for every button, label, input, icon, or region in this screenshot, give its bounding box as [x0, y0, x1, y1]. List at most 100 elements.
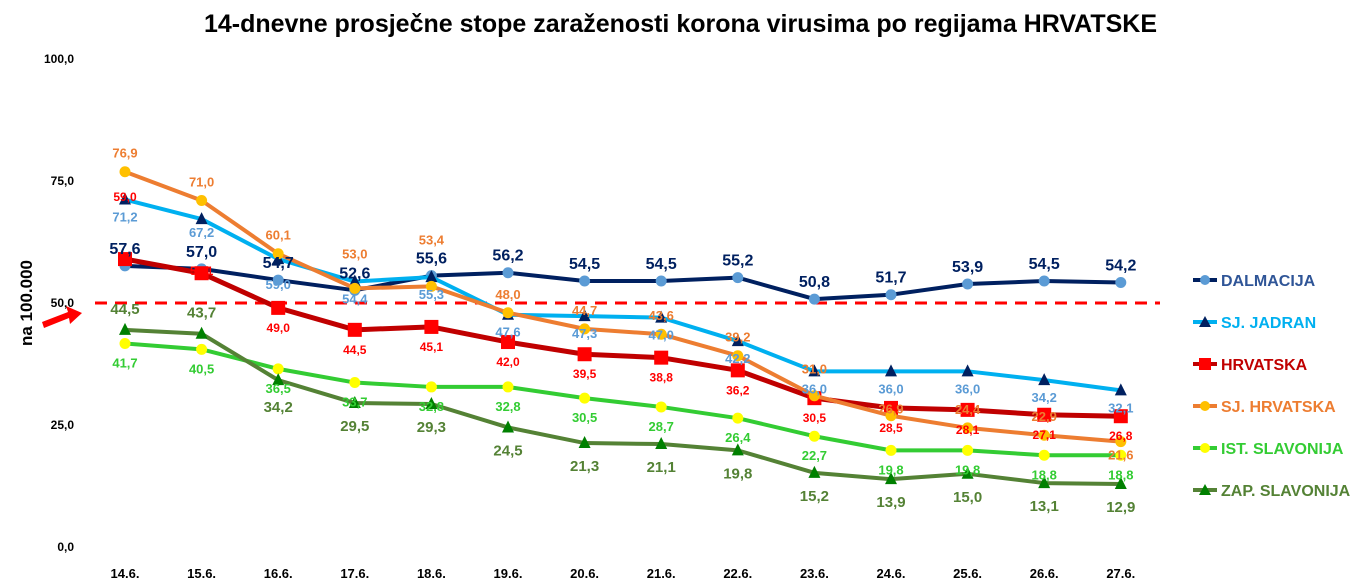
data-point: [731, 443, 744, 456]
data-point: [349, 377, 361, 389]
data-point: [579, 323, 591, 335]
legend-marker: [1199, 316, 1211, 327]
data-label: 32,8: [419, 399, 444, 414]
y-tick-label: 25,0: [51, 418, 75, 432]
data-point: [577, 347, 592, 362]
data-point: [425, 280, 437, 292]
data-label: 26,9: [878, 402, 903, 417]
data-label: 12,9: [1106, 499, 1135, 516]
data-label: 30,5: [572, 410, 597, 425]
data-label: 53,0: [342, 246, 367, 261]
data-label: 13,9: [876, 494, 905, 511]
data-label: 18,8: [1108, 467, 1133, 482]
data-point: [348, 396, 361, 409]
chart-title: 14-dnevne prosječne stope zaraženosti ko…: [203, 10, 1158, 38]
data-label: 44,5: [110, 301, 139, 318]
data-point: [1115, 277, 1127, 289]
data-label: 57,0: [186, 244, 217, 261]
x-tick-label: 27.6.: [1106, 566, 1135, 581]
data-point: [655, 310, 668, 323]
data-point: [961, 466, 974, 479]
data-point: [962, 278, 974, 290]
data-label: 32,8: [495, 399, 520, 414]
data-label: 26,8: [1109, 429, 1133, 443]
y-tick-label: 75,0: [51, 174, 75, 188]
data-label: 34,2: [1032, 390, 1057, 405]
data-point: [808, 293, 820, 305]
data-point: [1115, 449, 1127, 461]
legend-label: DALMACIJA: [1221, 273, 1316, 290]
x-tick-label: 16.6.: [264, 566, 293, 581]
data-point: [885, 289, 897, 301]
data-label: 54,5: [646, 256, 677, 273]
data-point: [118, 252, 132, 267]
arrow-icon: [42, 306, 82, 328]
data-label: 21,1: [647, 459, 676, 476]
data-point: [349, 282, 361, 294]
series-line-2: [124, 256, 1121, 419]
legend-marker: [1200, 443, 1210, 453]
data-label: 53,4: [419, 232, 445, 247]
data-point: [578, 309, 591, 322]
data-label: 71,2: [112, 210, 137, 225]
data-label: 21,6: [1108, 448, 1133, 463]
data-label: 45,1: [420, 340, 444, 354]
data-label: 71,0: [189, 175, 214, 190]
data-label: 13,1: [1030, 498, 1059, 515]
data-label: 54,7: [263, 255, 294, 272]
data-label: 24,4: [955, 402, 981, 417]
data-point: [119, 192, 131, 205]
data-point: [579, 275, 591, 287]
data-point: [195, 212, 208, 225]
legend-label: SJ. JADRAN: [1221, 315, 1316, 332]
data-point: [885, 444, 897, 456]
data-label: 55,3: [419, 287, 444, 302]
x-tick-label: 25.6.: [953, 566, 982, 581]
data-label: 44,7: [572, 303, 597, 318]
data-label: 39,2: [725, 330, 750, 345]
data-point: [732, 412, 744, 424]
data-point: [1114, 383, 1127, 396]
data-point: [1038, 373, 1051, 386]
data-label: 19,8: [955, 462, 980, 477]
data-label: 47,0: [649, 328, 674, 343]
data-point: [732, 350, 744, 362]
series-line-5: [124, 327, 1121, 487]
x-tick-label: 26.6.: [1030, 566, 1059, 581]
data-label: 36,0: [802, 381, 827, 396]
x-tick-label: 21.6.: [647, 566, 676, 581]
data-label: 42,0: [496, 355, 520, 369]
data-point: [347, 322, 362, 337]
data-label: 43,6: [649, 308, 674, 323]
data-point: [272, 363, 284, 375]
data-label: 54,4: [342, 292, 368, 307]
data-point: [424, 319, 439, 334]
legend-marker: [1199, 484, 1211, 495]
series-line-3: [124, 169, 1121, 444]
data-point: [272, 274, 284, 286]
data-point: [732, 272, 744, 284]
x-tick-label: 19.6.: [494, 566, 523, 581]
data-label: 53,9: [952, 259, 983, 276]
data-point: [962, 444, 974, 456]
data-point: [578, 436, 591, 449]
data-label: 28,1: [956, 423, 980, 437]
data-label: 36,2: [726, 383, 750, 397]
x-tick-label: 24.6.: [877, 566, 906, 581]
data-label: 56,1: [190, 264, 214, 278]
data-point: [731, 334, 744, 347]
data-point: [962, 422, 974, 434]
data-point: [654, 350, 669, 365]
data-point: [1037, 407, 1052, 422]
data-label: 22,7: [802, 448, 827, 463]
data-point: [808, 364, 821, 377]
data-point: [119, 338, 131, 350]
data-label: 28,7: [649, 419, 674, 434]
data-point: [195, 326, 208, 339]
data-point: [655, 275, 667, 287]
legend-label: SJ. HRVATSKA: [1221, 399, 1336, 416]
data-label: 27,1: [1033, 428, 1057, 442]
data-label: 24,5: [493, 442, 522, 459]
data-label: 57,6: [109, 241, 140, 258]
data-label: 36,0: [955, 381, 980, 396]
